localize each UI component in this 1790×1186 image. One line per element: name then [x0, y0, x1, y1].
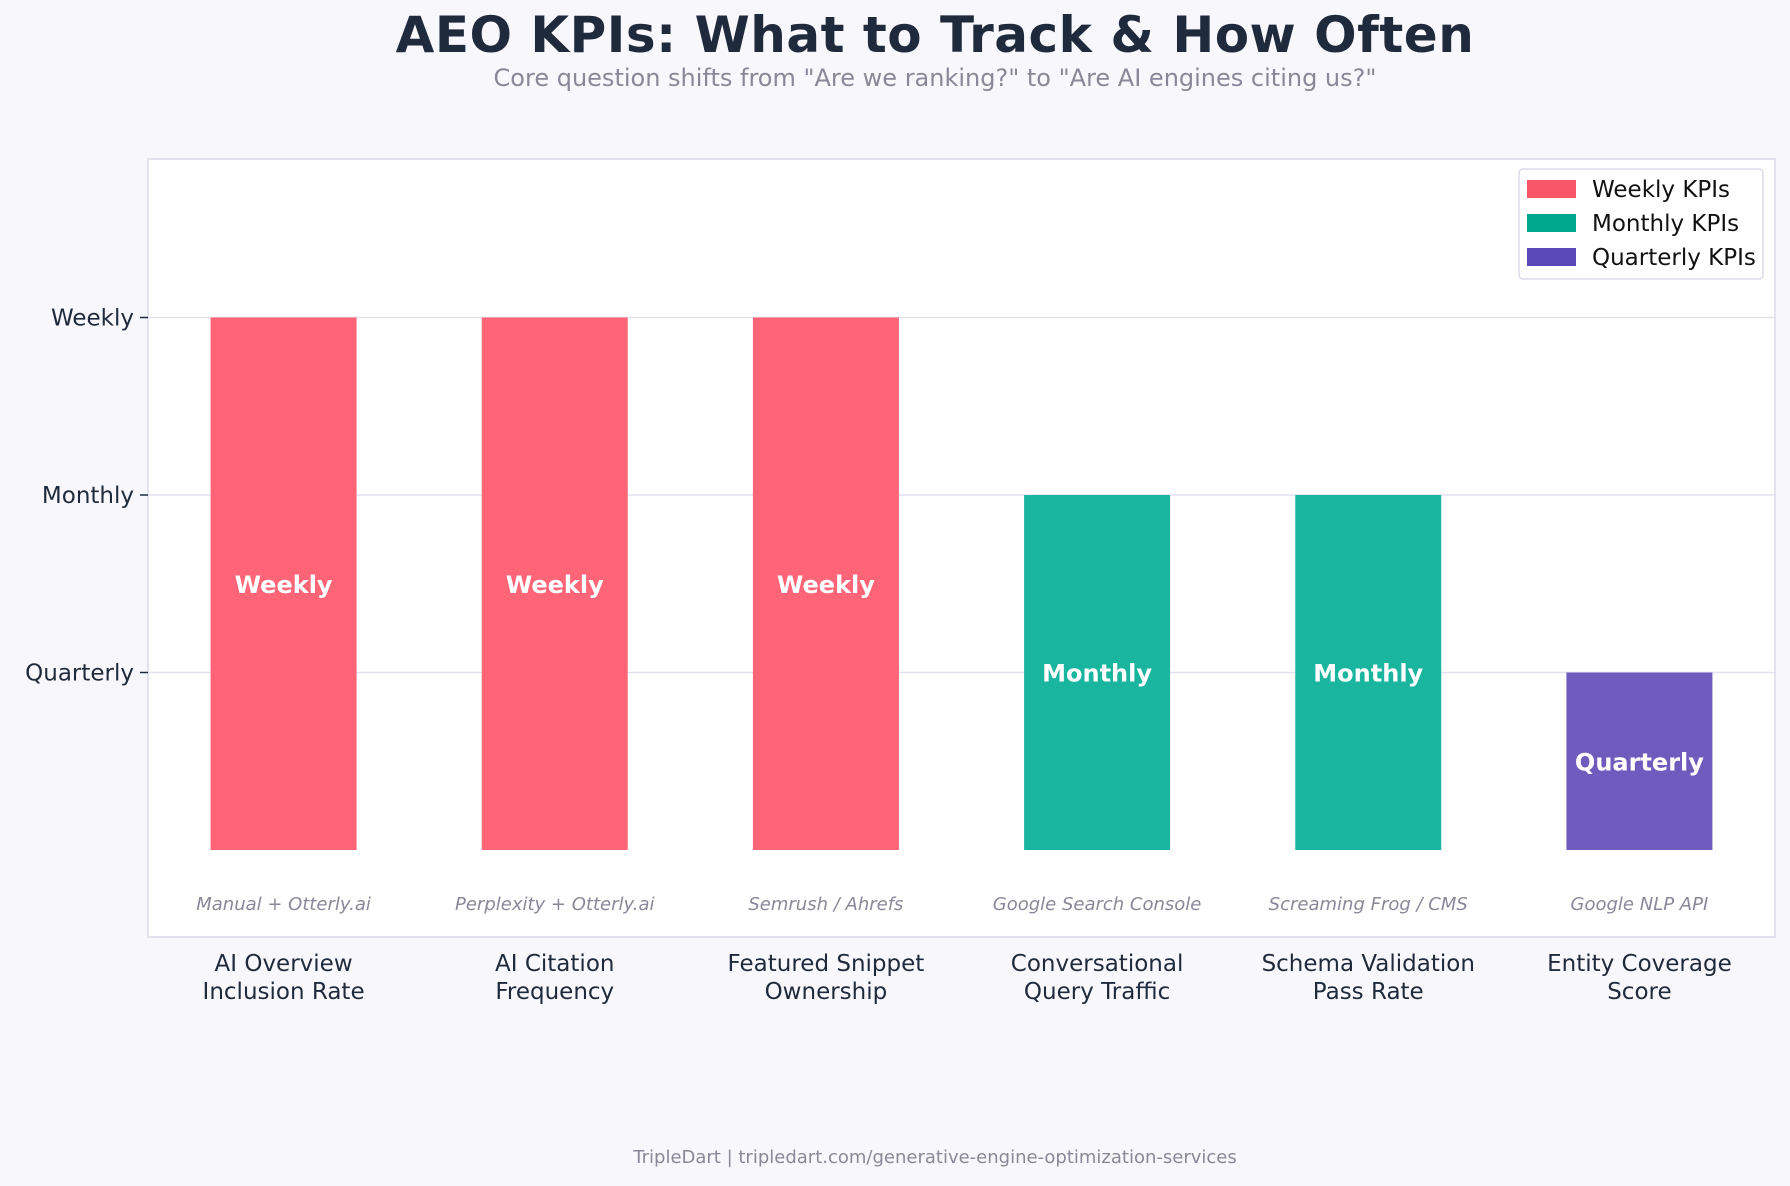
bar-monthly — [1295, 495, 1442, 850]
legend-box — [1518, 168, 1764, 280]
tool-annotation: Perplexity + Otterly.ai — [455, 894, 655, 915]
bar-weekly — [752, 317, 899, 850]
x-tick-label: Schema Validation — [1262, 951, 1475, 977]
x-tick-label: AI Citation — [495, 951, 614, 977]
x-tick-label: Frequency — [495, 979, 614, 1005]
y-tick-label: Monthly — [42, 483, 134, 509]
x-tick-label: Inclusion Rate — [203, 979, 365, 1005]
y-tick-label: Quarterly — [25, 661, 134, 687]
tool-annotation: Google Search Console — [993, 894, 1202, 915]
bar-label: Monthly — [1313, 660, 1423, 688]
bar-label: Weekly — [235, 571, 333, 599]
grid-layer — [148, 316, 1775, 674]
bar-label: Monthly — [1042, 660, 1152, 688]
legend: Weekly KPIs Monthly KPIs Quarterly KPIs — [1518, 168, 1764, 280]
bar-monthly — [1024, 495, 1171, 850]
chart-title: AEO KPIs: What to Track & How Often — [395, 6, 1475, 64]
plot-area — [147, 158, 1776, 938]
x-tick-label: AI Overview — [215, 951, 353, 977]
tool-annotation: Screaming Frog / CMS — [1269, 894, 1468, 915]
x-tick-label: Conversational — [1011, 951, 1184, 977]
bars-layer: Weekly Manual + Otterly.ai Weekly Perplexit… — [196, 317, 1713, 915]
y-tick-label: Weekly — [51, 306, 134, 332]
tool-annotation: Manual + Otterly.ai — [196, 894, 371, 915]
bar-label: Weekly — [777, 571, 875, 599]
x-tick-label: Pass Rate — [1313, 979, 1424, 1005]
tool-annotation: Google NLP API — [1571, 894, 1709, 915]
x-tick-label: Score — [1607, 979, 1671, 1005]
legend-label: Quarterly KPIs — [1592, 245, 1756, 271]
legend-swatch-weekly — [1527, 180, 1576, 198]
x-tick-label: Featured Snippet — [728, 951, 925, 977]
bar-weekly — [481, 317, 628, 850]
bar-weekly — [210, 317, 357, 850]
bar-quarterly — [1566, 672, 1713, 850]
bar-label: Weekly — [506, 571, 604, 599]
legend-swatch-monthly — [1527, 214, 1576, 232]
legend-swatch-quarterly — [1527, 248, 1576, 266]
y-axis: Quarterly Monthly Weekly — [25, 306, 148, 687]
chart-subtitle: Core question shifts from "Are we rankin… — [493, 64, 1377, 92]
legend-label: Monthly KPIs — [1592, 211, 1739, 237]
legend-label: Weekly KPIs — [1592, 177, 1730, 203]
x-tick-label: Entity Coverage — [1547, 951, 1732, 977]
footer-credit: TripleDart | tripledart.com/generative-e… — [633, 1147, 1237, 1168]
bar-label: Quarterly — [1575, 748, 1704, 776]
x-tick-label: Ownership — [765, 979, 888, 1005]
tool-annotation: Semrush / Ahrefs — [748, 894, 903, 915]
x-tick-label: Query Traffic — [1024, 979, 1170, 1005]
